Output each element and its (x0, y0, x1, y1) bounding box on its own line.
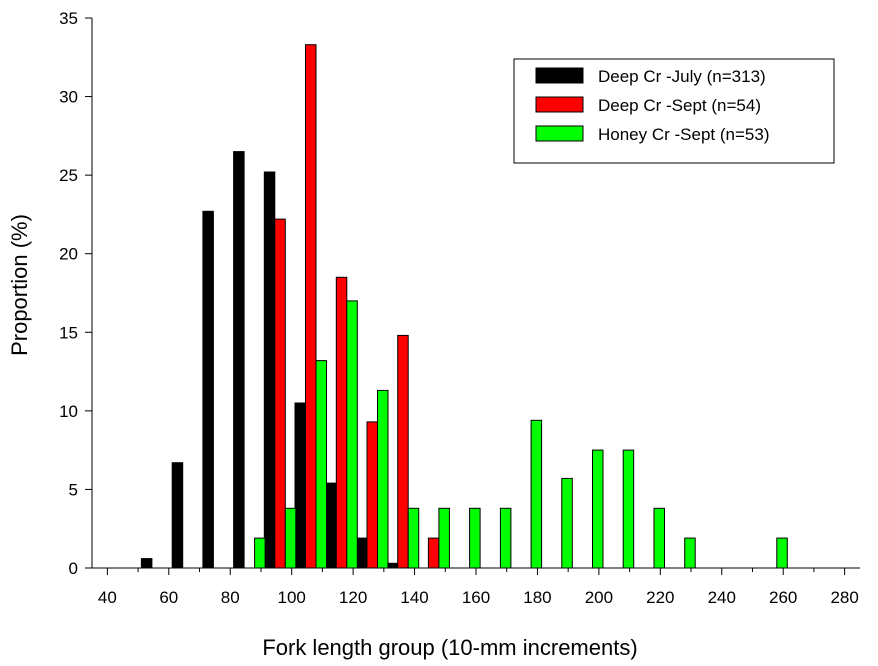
bar-series-2-x120 (335, 276, 348, 569)
legend-label-3: Honey Cr -Sept (n=53) (598, 125, 770, 144)
bar-series-3-x110 (315, 360, 327, 569)
bar-series-1-x100 (263, 171, 276, 569)
x-axis-label: Fork length group (10-mm increments) (262, 635, 637, 660)
x-tick-label-120: 120 (339, 588, 367, 607)
bar-series-3-x150 (438, 507, 450, 569)
bar-series-1-x120 (325, 482, 337, 569)
x-tick-label-100: 100 (277, 588, 305, 607)
bar-series-1-x90 (233, 151, 245, 569)
legend-swatch-3 (535, 125, 584, 142)
y-tick-label-30: 30 (59, 88, 78, 107)
bar-series-2-x110 (305, 44, 317, 569)
x-tick-label-260: 260 (769, 588, 797, 607)
x-tick-label-140: 140 (400, 588, 428, 607)
x-tick-label-40: 40 (98, 588, 117, 607)
x-tick-label-240: 240 (708, 588, 736, 607)
bar-series-3-x180 (530, 419, 543, 569)
bar-series-1-x110 (294, 402, 306, 569)
ticks-layer: 0 5 10 15 20 25 30 35 40 60 80 100 120 140 160 180 200 22… (59, 9, 859, 607)
x-tick-label-160: 160 (462, 588, 490, 607)
y-tick-label-35: 35 (59, 9, 78, 28)
y-tick-label-10: 10 (59, 402, 78, 421)
bar-series-1-x60 (140, 558, 153, 569)
bar-series-3-x140 (407, 507, 420, 569)
y-tick-label-0: 0 (69, 559, 78, 578)
x-tick-label-60: 60 (159, 588, 178, 607)
x-tick-label-180: 180 (523, 588, 551, 607)
legend-swatch-1 (535, 67, 584, 84)
bar-series-1-x80 (202, 210, 214, 569)
bar-series-1-x140 (386, 562, 399, 569)
y-tick-label-15: 15 (59, 323, 78, 342)
bar-series-2-x100 (274, 218, 286, 569)
bar-series-3-x170 (499, 507, 512, 569)
bar-series-3-x230 (684, 537, 696, 569)
x-tick-label-220: 220 (646, 588, 674, 607)
bar-series-3-x190 (561, 477, 573, 569)
legend: Deep Cr -July (n=313) Deep Cr -Sept (n=54… (513, 58, 835, 164)
bar-series-3-x90 (254, 537, 266, 569)
x-tick-label-280: 280 (830, 588, 858, 607)
bar-series-1-x70 (171, 462, 184, 569)
bar-series-2-x150 (427, 537, 440, 569)
legend-label-2: Deep Cr -Sept (n=54) (598, 96, 761, 115)
bar-series-1-x130 (356, 537, 368, 569)
y-tick-label-25: 25 (59, 166, 78, 185)
bar-series-3-x160 (469, 507, 481, 569)
y-tick-label-5: 5 (69, 480, 78, 499)
x-tick-label-200: 200 (585, 588, 613, 607)
legend-swatch-2 (535, 96, 584, 113)
x-tick-label-80: 80 (221, 588, 240, 607)
y-axis-label: Proportion (%) (7, 214, 32, 356)
bar-series-3-x100 (284, 507, 297, 569)
bar-series-3-x220 (653, 507, 665, 569)
bar-series-2-x130 (366, 421, 378, 569)
bar-series-2-x140 (397, 334, 409, 569)
bar-series-3-x120 (346, 300, 358, 569)
bar-series-3-x260 (776, 537, 788, 569)
y-tick-label-20: 20 (59, 245, 78, 264)
bar-series-3-x200 (592, 449, 604, 569)
bar-series-3-x130 (377, 389, 389, 569)
bars-layer (140, 44, 788, 569)
bar-series-3-x210 (622, 449, 635, 569)
legend-label-1: Deep Cr -July (n=313) (598, 67, 766, 86)
